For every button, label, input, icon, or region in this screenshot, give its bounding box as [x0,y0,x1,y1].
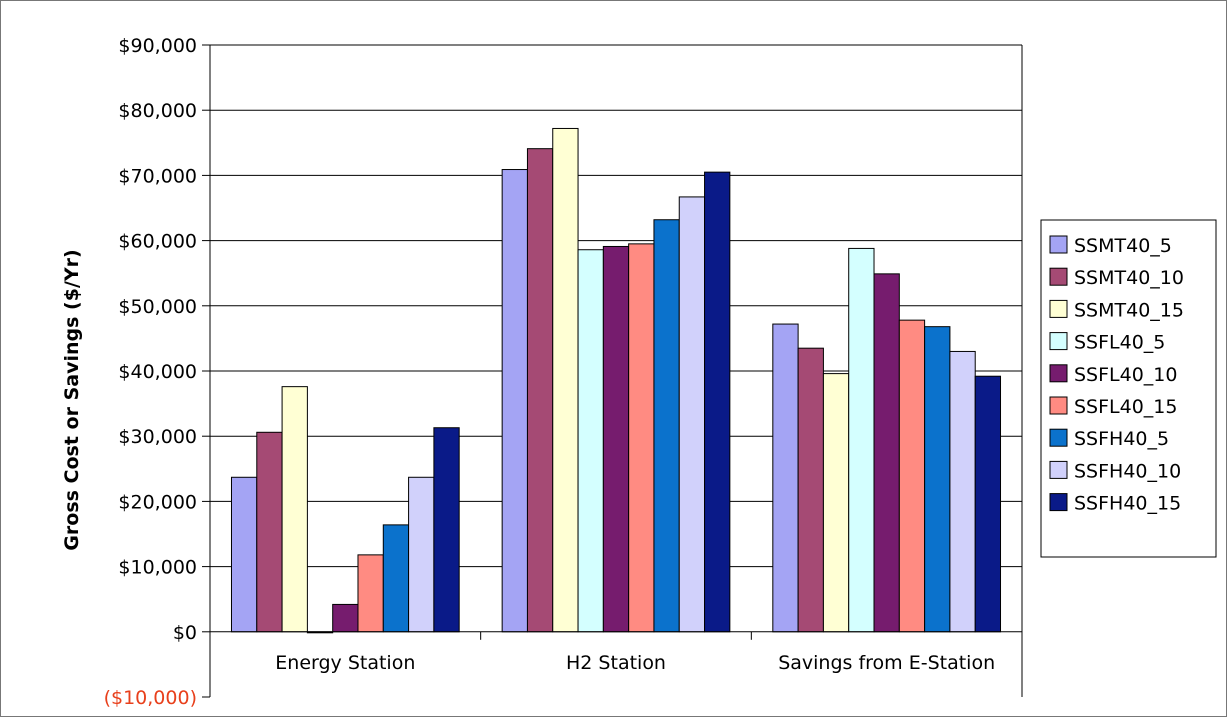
bar-ssmt40-15 [822,373,850,633]
y-tick-label: $60,000 [118,231,197,253]
bar-ssfh40-5 [924,326,951,633]
bar-ssfh40-10 [949,350,976,633]
legend-swatch [1049,460,1068,479]
bar-ssfl40-15 [357,554,384,633]
bar-ssfh40-5 [382,524,410,633]
y-axis-title: Gross Cost or Savings ($/Yr) [61,249,83,550]
bar-ssfl40-10 [332,603,359,633]
bar-ssmt40-5 [501,169,528,633]
legend-swatch [1049,396,1068,415]
y-tick-label: $30,000 [118,426,197,448]
bar-ssmt40-10 [256,431,283,633]
bar-ssfl40-15 [898,319,926,633]
bar-ssmt40-5 [230,476,258,633]
bar-ssmt40-10 [526,148,554,633]
legend-swatch [1049,364,1068,383]
y-tick-label: $50,000 [118,296,197,318]
legend-swatch [1049,299,1068,318]
y-tick-label: $0 [173,622,197,644]
bar-ssmt40-5 [772,323,799,633]
bar-ssfl40-5 [577,249,604,633]
bar-ssfh40-5 [653,219,680,633]
bar-ssmt40-10 [797,347,824,633]
y-tick-label: ($10,000) [104,687,197,709]
bar-ssfl40-10 [602,245,630,633]
bar-ssfl40-10 [873,273,900,633]
y-tick-label: $20,000 [118,491,197,513]
legend-label: SSFH40_10 [1074,460,1181,482]
y-tick-label: $90,000 [118,35,197,57]
y-tick-label: $10,000 [118,557,197,579]
bar-ssfh40-10 [408,476,435,633]
bar-ssfl40-15 [628,243,655,633]
legend-label: SSMT40_5 [1074,235,1172,257]
x-category-label: H2 Station [566,652,666,674]
x-category-label: Energy Station [275,652,415,674]
legend-swatch [1049,332,1068,351]
bar-ssmt40-15 [552,127,579,633]
legend-label: SSFH40_15 [1074,493,1181,515]
legend-box [1040,219,1217,558]
y-tick-label: $70,000 [118,165,197,187]
legend-label: SSMT40_15 [1074,299,1184,321]
legend-swatch [1049,428,1068,447]
y-tick-label: $40,000 [118,361,197,383]
legend-swatch [1049,493,1068,512]
y-tick-label: $80,000 [118,100,197,122]
bar-ssmt40-15 [281,386,308,633]
x-category-label: Savings from E-Station [778,652,995,674]
bar-ssfh40-15 [974,375,1002,633]
bar-ssfh40-15 [704,171,731,633]
legend: SSMT40_5 SSMT40_10 SSMT40_15 SSFL40_5 SSFL40… [1040,219,1217,558]
axes: $90,000 $80,000 $70,000 $60,000 $50,000 $40,0… [104,35,1023,709]
legend-label: SSMT40_10 [1074,267,1184,289]
bar-ssfl40-5 [848,247,875,633]
bar-ssfh40-10 [678,196,706,633]
legend-swatch [1049,235,1068,254]
legend-swatch [1049,267,1068,286]
legend-label: SSFL40_15 [1074,396,1178,418]
legend-label: SSFH40_5 [1074,428,1169,450]
legend-label: SSFL40_10 [1074,364,1178,386]
bar-ssfh40-15 [433,427,460,633]
legend-label: SSFL40_5 [1074,332,1165,354]
